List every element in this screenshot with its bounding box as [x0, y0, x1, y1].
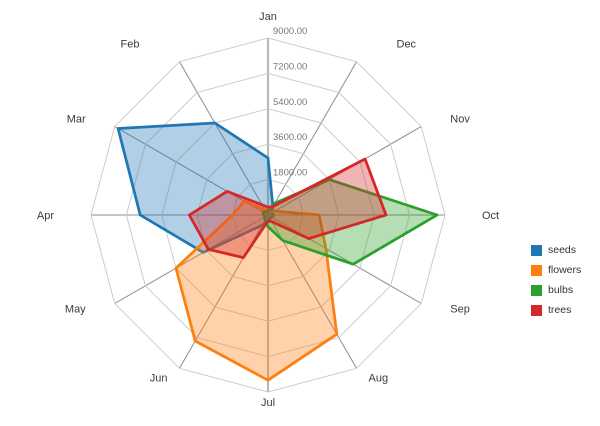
- legend-item-trees: trees: [531, 304, 581, 316]
- month-label-sep: Sep: [450, 304, 470, 316]
- radial-tick-label-7200: 7200.00: [273, 61, 307, 72]
- series-polygon-trees: [187, 157, 388, 259]
- month-label-aug: Aug: [369, 372, 389, 384]
- grid-ring-7200: [125, 72, 411, 358]
- legend-label-bulbs: bulbs: [548, 284, 574, 296]
- axis-spoke-feb: [179, 61, 269, 216]
- legend-label-seeds: seeds: [548, 244, 577, 256]
- axis-spoke-mar: [114, 126, 269, 216]
- radial-tick-label-5400: 5400.00: [273, 97, 307, 108]
- month-label-apr: Apr: [37, 210, 54, 222]
- legend-swatch-flowers: [531, 264, 542, 276]
- radial-tick-label-9000: 9000.00: [273, 26, 307, 37]
- legend-item-seeds: seeds: [531, 244, 581, 256]
- legend-item-flowers: flowers: [531, 264, 581, 276]
- legend-label-trees: trees: [548, 304, 572, 316]
- legend: seeds flowers bulbs trees: [531, 244, 581, 316]
- legend-swatch-trees: [531, 304, 542, 316]
- grid-ring-1800: [232, 179, 304, 251]
- month-label-mar: Mar: [67, 114, 86, 126]
- grid-ring-9000: [90, 37, 446, 393]
- month-label-may: May: [65, 304, 86, 316]
- month-label-jan: Jan: [259, 11, 277, 23]
- month-label-oct: Oct: [482, 210, 499, 222]
- radial-tick-label-1800: 1800.00: [273, 168, 307, 179]
- month-label-feb: Feb: [121, 39, 140, 51]
- series-polygon-bulbs: [261, 178, 439, 266]
- axis-spoke-may: [114, 214, 269, 304]
- legend-label-flowers: flowers: [548, 264, 582, 276]
- legend-item-bulbs: bulbs: [531, 284, 581, 296]
- month-label-jun: Jun: [150, 372, 168, 384]
- axis-spoke-sep: [267, 214, 422, 304]
- legend-swatch-seeds: [531, 244, 542, 256]
- axis-spoke-dec: [267, 61, 357, 216]
- radial-tick-label-3600: 3600.00: [273, 132, 307, 143]
- legend-swatch-bulbs: [531, 284, 542, 296]
- month-label-dec: Dec: [397, 39, 417, 51]
- month-label-nov: Nov: [450, 114, 470, 126]
- month-label-jul: Jul: [261, 397, 275, 409]
